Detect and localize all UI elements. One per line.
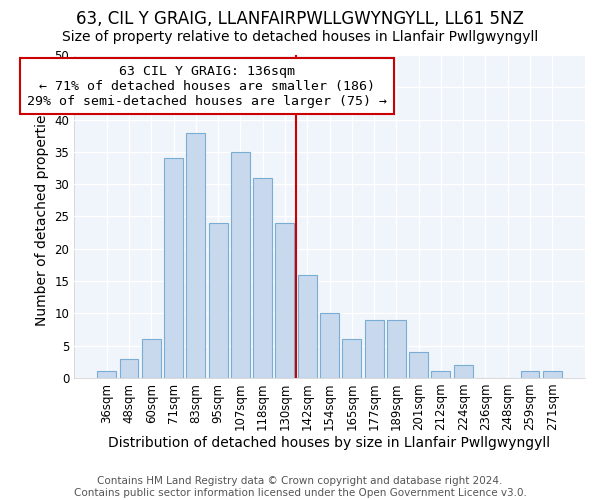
Bar — [431, 372, 451, 378]
Bar — [543, 372, 562, 378]
Text: 63, CIL Y GRAIG, LLANFAIRPWLLGWYNGYLL, LL61 5NZ: 63, CIL Y GRAIG, LLANFAIRPWLLGWYNGYLL, L… — [76, 10, 524, 28]
Bar — [164, 158, 183, 378]
Bar — [365, 320, 383, 378]
Bar — [409, 352, 428, 378]
X-axis label: Distribution of detached houses by size in Llanfair Pwllgwyngyll: Distribution of detached houses by size … — [109, 436, 551, 450]
Bar — [231, 152, 250, 378]
Text: Size of property relative to detached houses in Llanfair Pwllgwyngyll: Size of property relative to detached ho… — [62, 30, 538, 44]
Bar — [521, 372, 539, 378]
Y-axis label: Number of detached properties: Number of detached properties — [35, 107, 49, 326]
Bar — [454, 365, 473, 378]
Bar — [187, 132, 205, 378]
Bar — [275, 223, 295, 378]
Bar — [320, 314, 339, 378]
Text: 63 CIL Y GRAIG: 136sqm  
← 71% of detached houses are smaller (186)
29% of semi-: 63 CIL Y GRAIG: 136sqm ← 71% of detached… — [27, 64, 387, 108]
Bar — [298, 274, 317, 378]
Bar — [142, 339, 161, 378]
Bar — [253, 178, 272, 378]
Bar — [119, 358, 139, 378]
Bar — [209, 223, 227, 378]
Bar — [343, 339, 361, 378]
Bar — [387, 320, 406, 378]
Bar — [97, 372, 116, 378]
Text: Contains HM Land Registry data © Crown copyright and database right 2024.
Contai: Contains HM Land Registry data © Crown c… — [74, 476, 526, 498]
